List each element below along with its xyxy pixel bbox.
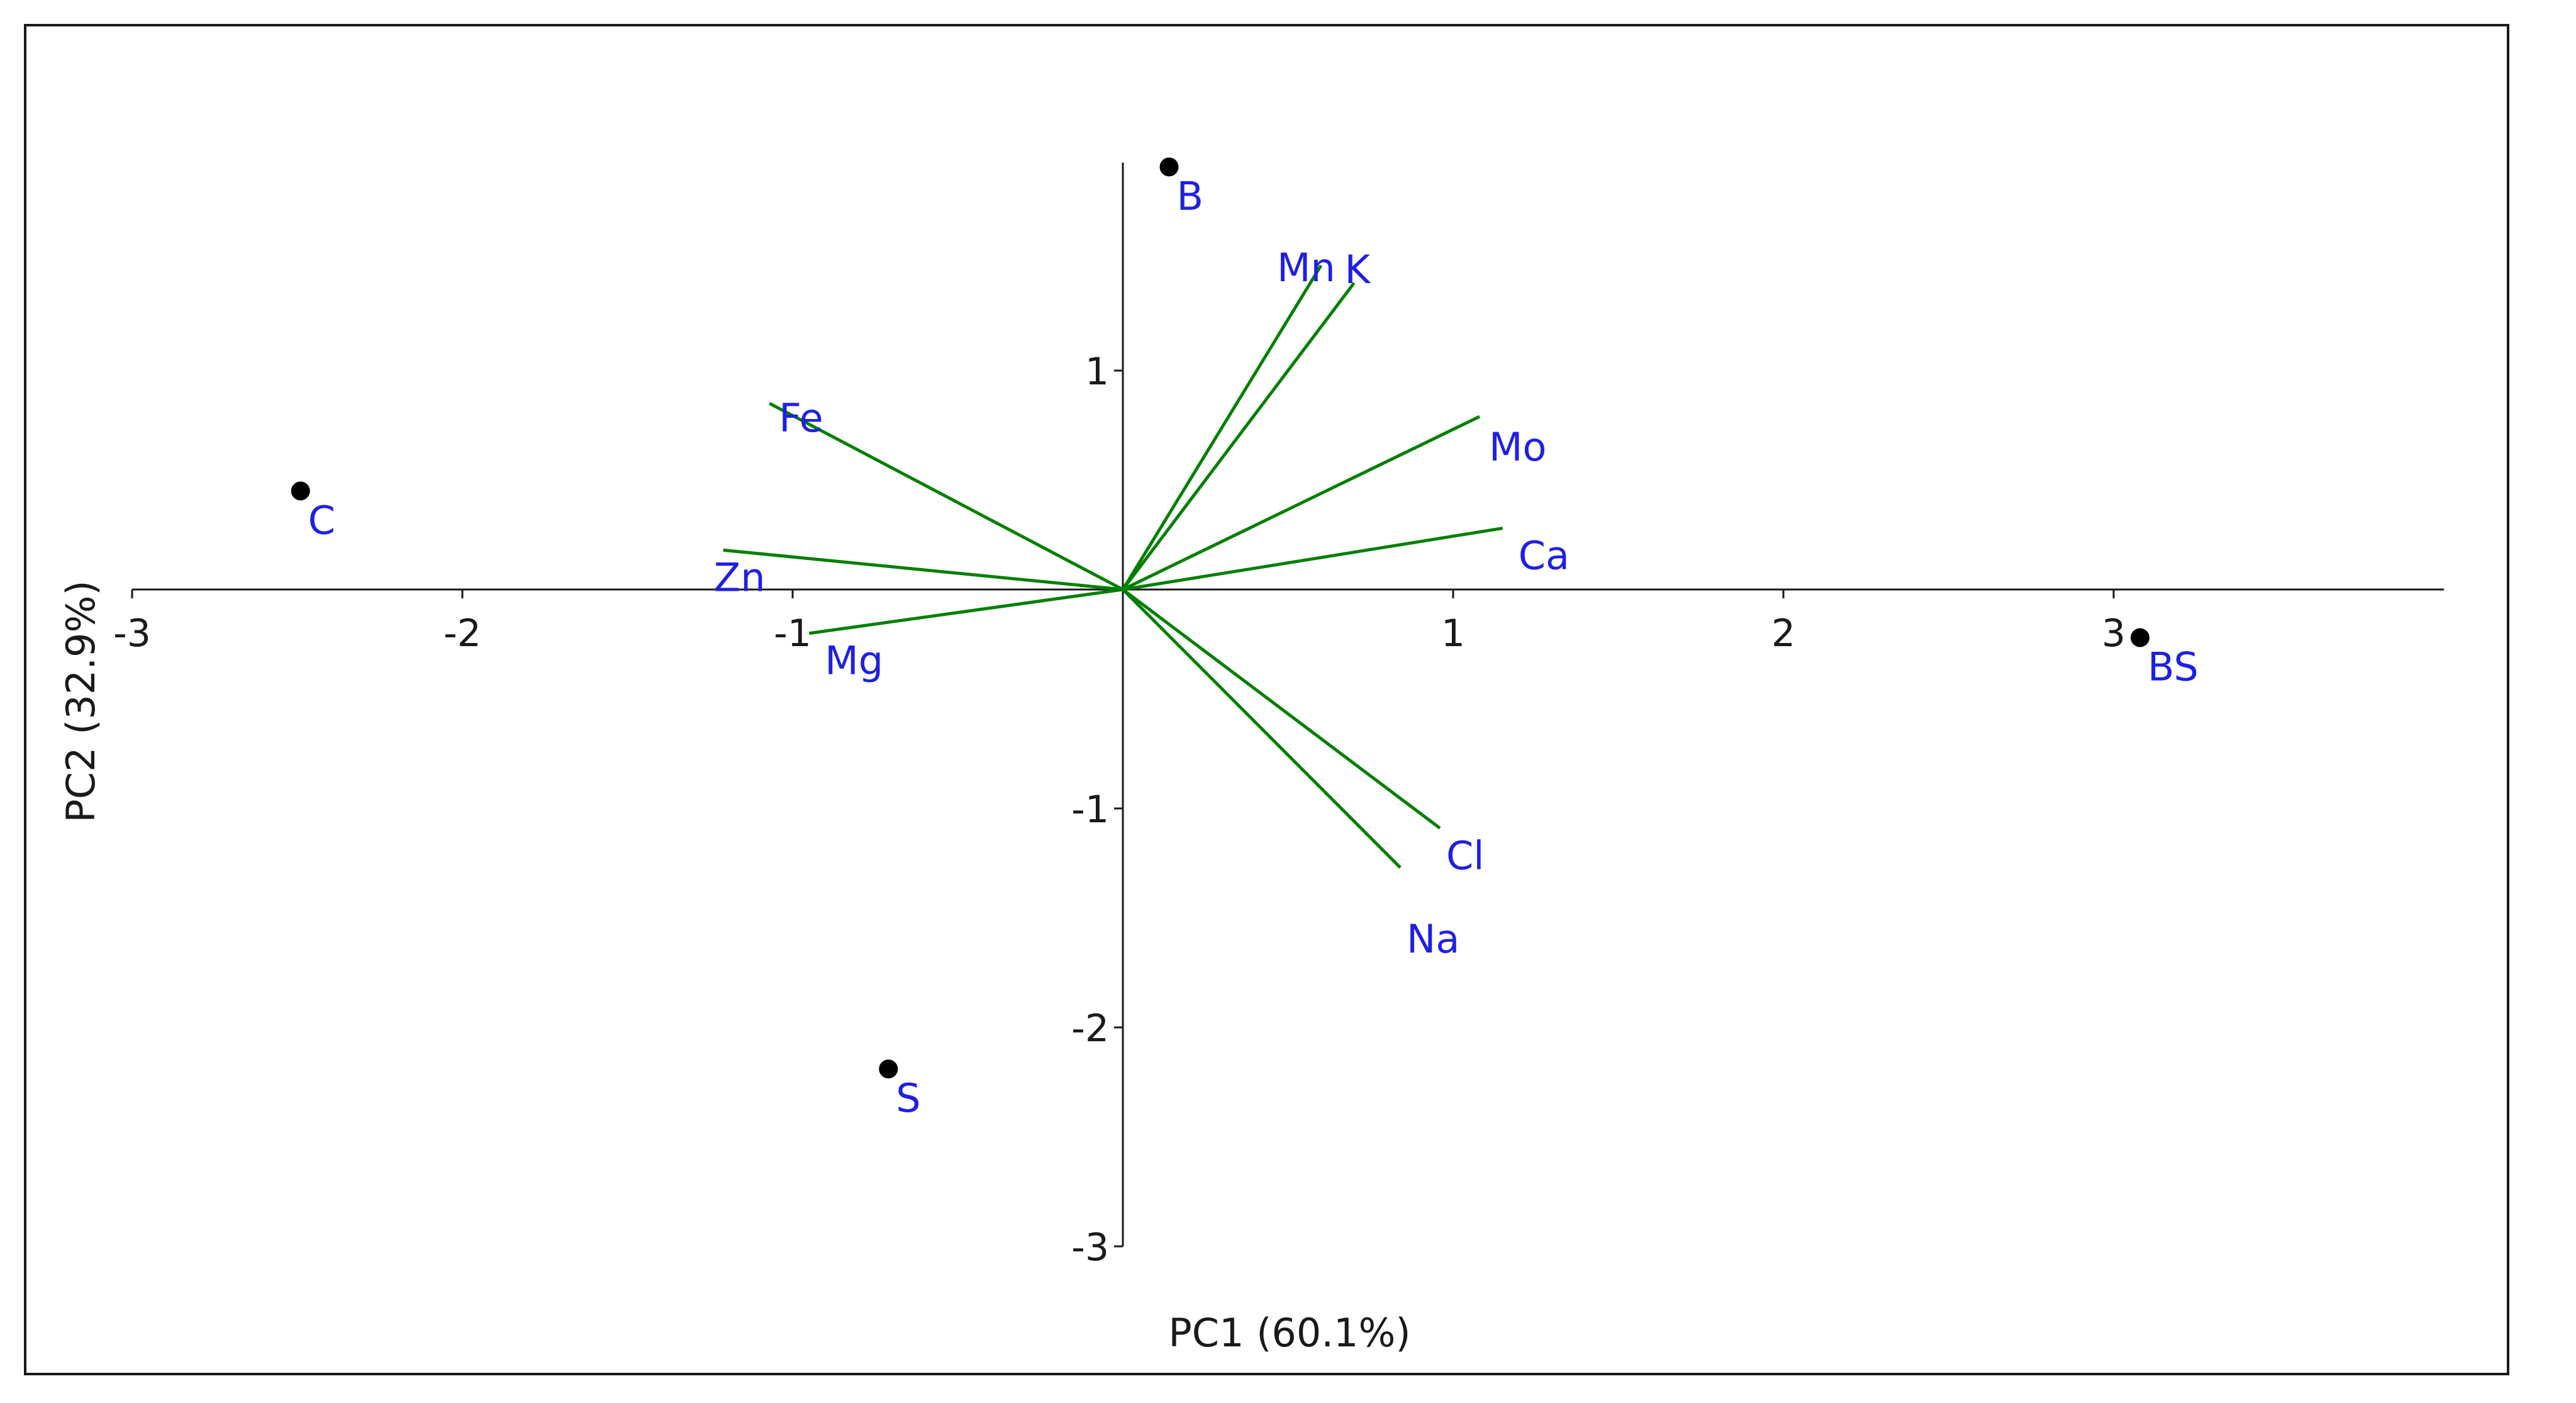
score-label-b: B xyxy=(1177,173,1204,219)
loading-vector-zn xyxy=(723,548,1124,591)
x-axis-title: PC1 (60.1%) xyxy=(1168,1310,1410,1356)
loading-vector-mn xyxy=(1121,264,1323,591)
y-tick-label: -3 xyxy=(1071,1226,1109,1270)
loading-vector-k xyxy=(1122,282,1356,591)
loading-label-zn: Zn xyxy=(714,554,766,600)
score-label-bs: BS xyxy=(2148,644,2199,690)
x-tick-label: -2 xyxy=(443,612,481,656)
loading-label-ca: Ca xyxy=(1519,533,1570,579)
tick-labels: -3 -2 -1 1 2 3 1 -1 -2 -3 xyxy=(113,350,2126,1270)
score-label-c: C xyxy=(308,497,335,543)
loading-vector-na xyxy=(1122,588,1402,869)
axes xyxy=(131,162,2444,1248)
loading-vector-mo xyxy=(1122,415,1481,591)
score-point-bs xyxy=(2131,628,2149,647)
y-tick-label: -2 xyxy=(1071,1007,1109,1051)
score-point-b xyxy=(1159,157,1179,177)
score-point-s xyxy=(879,1059,898,1079)
loading-vectors: Mn K Fe Mo Ca Zn Mg Cl Na xyxy=(714,245,1570,962)
score-points: B C BS S xyxy=(291,157,2199,1121)
x-tick-label: -3 xyxy=(113,612,151,656)
loading-vector-fe xyxy=(769,401,1124,591)
loading-label-fe: Fe xyxy=(779,395,823,441)
loading-vector-ca xyxy=(1122,527,1503,591)
y-tick-label: 1 xyxy=(1085,350,1109,394)
loading-label-na: Na xyxy=(1407,916,1459,962)
x-tick-label: -1 xyxy=(774,612,811,656)
loading-label-cl: Cl xyxy=(1446,832,1485,878)
loading-label-k: K xyxy=(1345,247,1371,293)
loading-vector-mg xyxy=(808,588,1124,635)
y-axis-title: PC2 (32.9%) xyxy=(58,580,104,822)
loading-vector-cl xyxy=(1122,588,1441,830)
loading-label-mg: Mg xyxy=(825,638,883,684)
x-tick-label: 2 xyxy=(1771,612,1795,656)
x-tick-label: 1 xyxy=(1441,612,1465,656)
loading-label-mn: Mn xyxy=(1277,245,1335,291)
loading-label-mo: Mo xyxy=(1489,424,1546,470)
score-point-c xyxy=(291,481,310,501)
score-label-s: S xyxy=(896,1075,920,1121)
y-tick-label: -1 xyxy=(1071,788,1109,832)
x-tick-label: 3 xyxy=(2102,612,2126,656)
